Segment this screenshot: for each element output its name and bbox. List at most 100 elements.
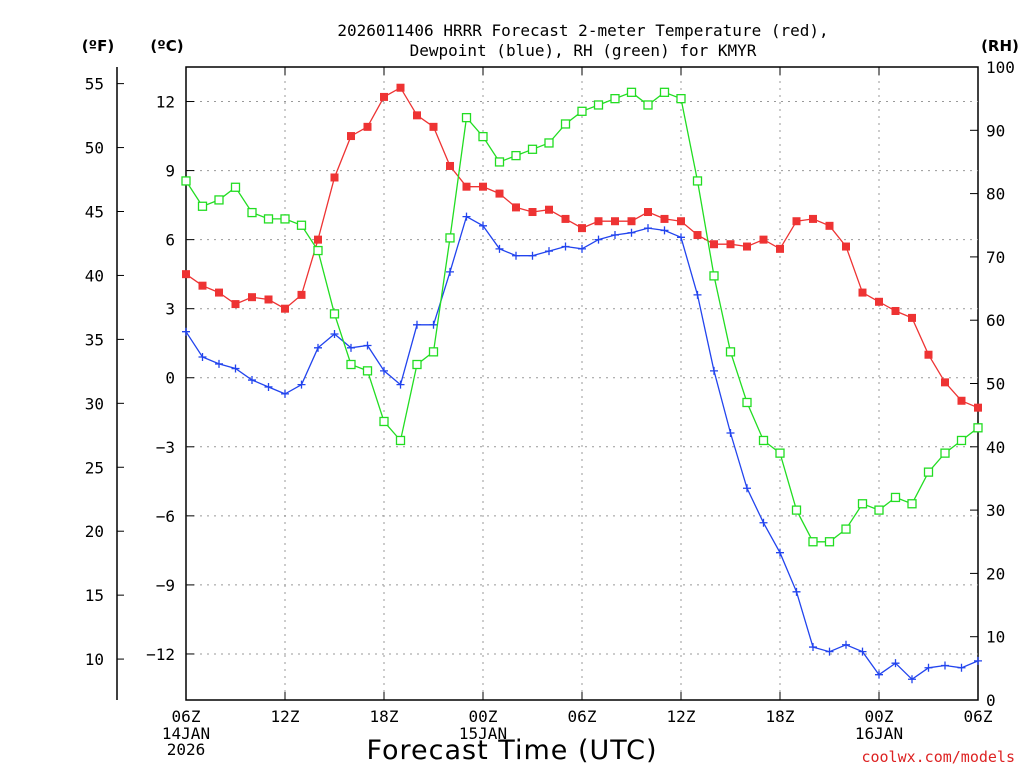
dewpoint-point [941, 661, 949, 670]
rh-tick-label: 80 [986, 185, 1005, 204]
temperature-point [182, 270, 190, 279]
temperature-point [380, 92, 388, 101]
temperature-point [248, 293, 256, 302]
temperature-point [446, 161, 454, 170]
temperature-point [297, 290, 306, 299]
rh-point [890, 492, 901, 503]
dewpoint-point [330, 330, 339, 339]
rh-tick-label: 40 [986, 438, 1005, 457]
rh-point [676, 94, 686, 104]
rh-point [824, 537, 835, 547]
temperature-point [941, 378, 949, 387]
x-tick-label: 12Z [271, 707, 300, 726]
celsius-tick-label: 9 [165, 162, 175, 181]
dewpoint-point [627, 228, 636, 237]
rh-point [692, 176, 703, 186]
dewpoint-point [974, 656, 982, 665]
dewpoint-point [578, 244, 586, 253]
rh-point [874, 505, 884, 515]
dewpoint-point [281, 389, 289, 398]
rh-point [313, 245, 323, 256]
rh-point [923, 467, 934, 477]
rh-point [181, 176, 191, 186]
rh-point [544, 138, 554, 148]
x-tick-label: 00Z [865, 707, 894, 726]
temperature-point [347, 132, 355, 141]
dewpoint-point [380, 366, 388, 375]
dewpoint-point [759, 518, 768, 527]
dewpoint-point [479, 221, 487, 230]
temperature-point [314, 235, 322, 244]
fahrenheit-tick-label: 10 [85, 650, 104, 669]
fahrenheit-tick-label: 35 [85, 330, 104, 349]
temperature-point [462, 182, 471, 191]
x-tick-label: 18Z [766, 707, 795, 726]
dewpoint-point [215, 359, 223, 368]
rh-tick-label: 50 [986, 375, 1005, 394]
dewpoint-point [957, 663, 966, 672]
dewpoint-point [842, 640, 850, 649]
dewpoint-point [792, 587, 801, 596]
rh-point [412, 359, 422, 370]
rh-point [973, 423, 983, 433]
celsius-tick-label: 12 [156, 93, 175, 112]
temperature-point [512, 203, 520, 212]
temperature-point [611, 217, 619, 226]
dewpoint-point [347, 343, 355, 352]
temperature-point [759, 235, 768, 244]
dewpoint-point [396, 380, 405, 389]
dewpoint-point [875, 670, 883, 679]
chart-title-line2: Dewpoint (blue), RH (green) for KMYR [410, 41, 757, 60]
rh-point [593, 100, 604, 110]
dewpoint-point [297, 380, 306, 389]
fahrenheit-unit-label: (ºF) [82, 37, 114, 55]
temperature-point [924, 350, 933, 359]
rh-point [626, 87, 637, 97]
dewpoint-point [264, 382, 273, 391]
fahrenheit-tick-label: 40 [85, 266, 104, 285]
temperature-point [429, 122, 438, 131]
dewpoint-point [660, 226, 669, 235]
dewpoint-point [611, 231, 619, 240]
fahrenheit-tick-label: 25 [85, 458, 104, 477]
temperature-point [710, 240, 718, 249]
temperature-point [561, 214, 570, 223]
temperature-point [363, 122, 372, 131]
x-tick-label: 00Z [469, 707, 498, 726]
rh-point [610, 94, 620, 104]
rh-tick-label: 30 [986, 501, 1005, 520]
rh-tick-label: 100 [986, 58, 1015, 77]
rh-point [346, 359, 356, 370]
temperature-point [809, 214, 817, 223]
celsius-tick-label: 3 [165, 300, 175, 319]
dewpoint-point [545, 247, 553, 256]
rh-point [478, 131, 488, 142]
rh-point [494, 157, 505, 167]
temperature-point [413, 111, 421, 120]
temperature-point [875, 297, 883, 306]
rh-point [659, 87, 670, 97]
rh-point [841, 524, 851, 534]
fahrenheit-tick-label: 50 [85, 139, 104, 158]
dewpoint-point [462, 212, 471, 221]
temperature-point [578, 224, 586, 233]
temperature-point [726, 240, 735, 249]
dewpoint-point [924, 663, 933, 672]
dewpoint-point [528, 251, 537, 260]
rh-point [362, 366, 373, 376]
temperature-point [644, 208, 652, 217]
temperature-point [396, 83, 405, 92]
rh-point [907, 499, 917, 509]
temperature-point [974, 403, 982, 412]
celsius-tick-label: −3 [156, 438, 175, 457]
rh-tick-label: 90 [986, 121, 1005, 140]
rh-point [725, 347, 736, 357]
dewpoint-point [248, 376, 256, 385]
rh-point [560, 119, 571, 129]
dewpoint-point [726, 428, 735, 437]
fahrenheit-tick-label: 15 [85, 586, 104, 605]
temperature-point [198, 281, 207, 290]
rh-unit-label: (RH) [981, 37, 1019, 55]
fahrenheit-tick-label: 45 [85, 203, 104, 222]
